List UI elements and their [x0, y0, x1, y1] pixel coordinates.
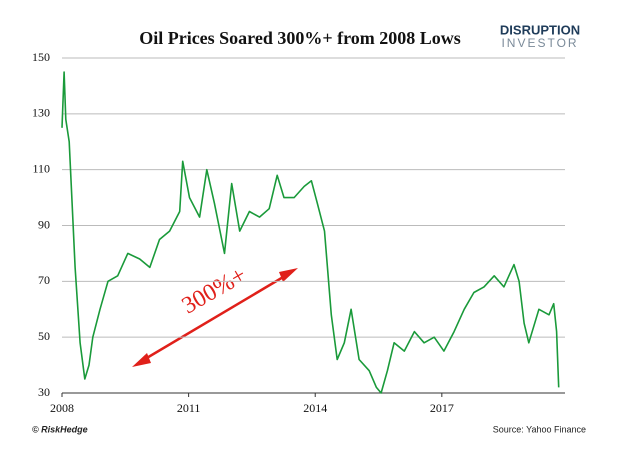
y-tick-label: 110 — [32, 161, 50, 175]
chart-title: Oil Prices Soared 300%+ from 2008 Lows — [139, 28, 461, 48]
logo-top: DISRUPTION — [500, 22, 580, 37]
credit: © RiskHedge — [32, 424, 88, 434]
source: Source: Yahoo Finance — [493, 424, 586, 434]
x-tick-label: 2011 — [177, 401, 201, 415]
arrow — [132, 268, 298, 367]
y-tick-label: 50 — [38, 329, 50, 343]
y-tick-label: 150 — [32, 50, 50, 64]
x-tick-label: 2017 — [430, 401, 454, 415]
annotation: 300%+ — [178, 262, 251, 319]
y-tick-label: 70 — [38, 273, 50, 287]
x-tick-label: 2014 — [303, 401, 327, 415]
y-tick-label: 90 — [38, 217, 50, 231]
price-line — [61, 71, 560, 394]
x-tick-label: 2008 — [50, 401, 74, 415]
logo-bottom: INVESTOR — [501, 36, 578, 50]
y-tick-label: 30 — [38, 385, 50, 399]
y-tick-label: 130 — [32, 106, 50, 120]
